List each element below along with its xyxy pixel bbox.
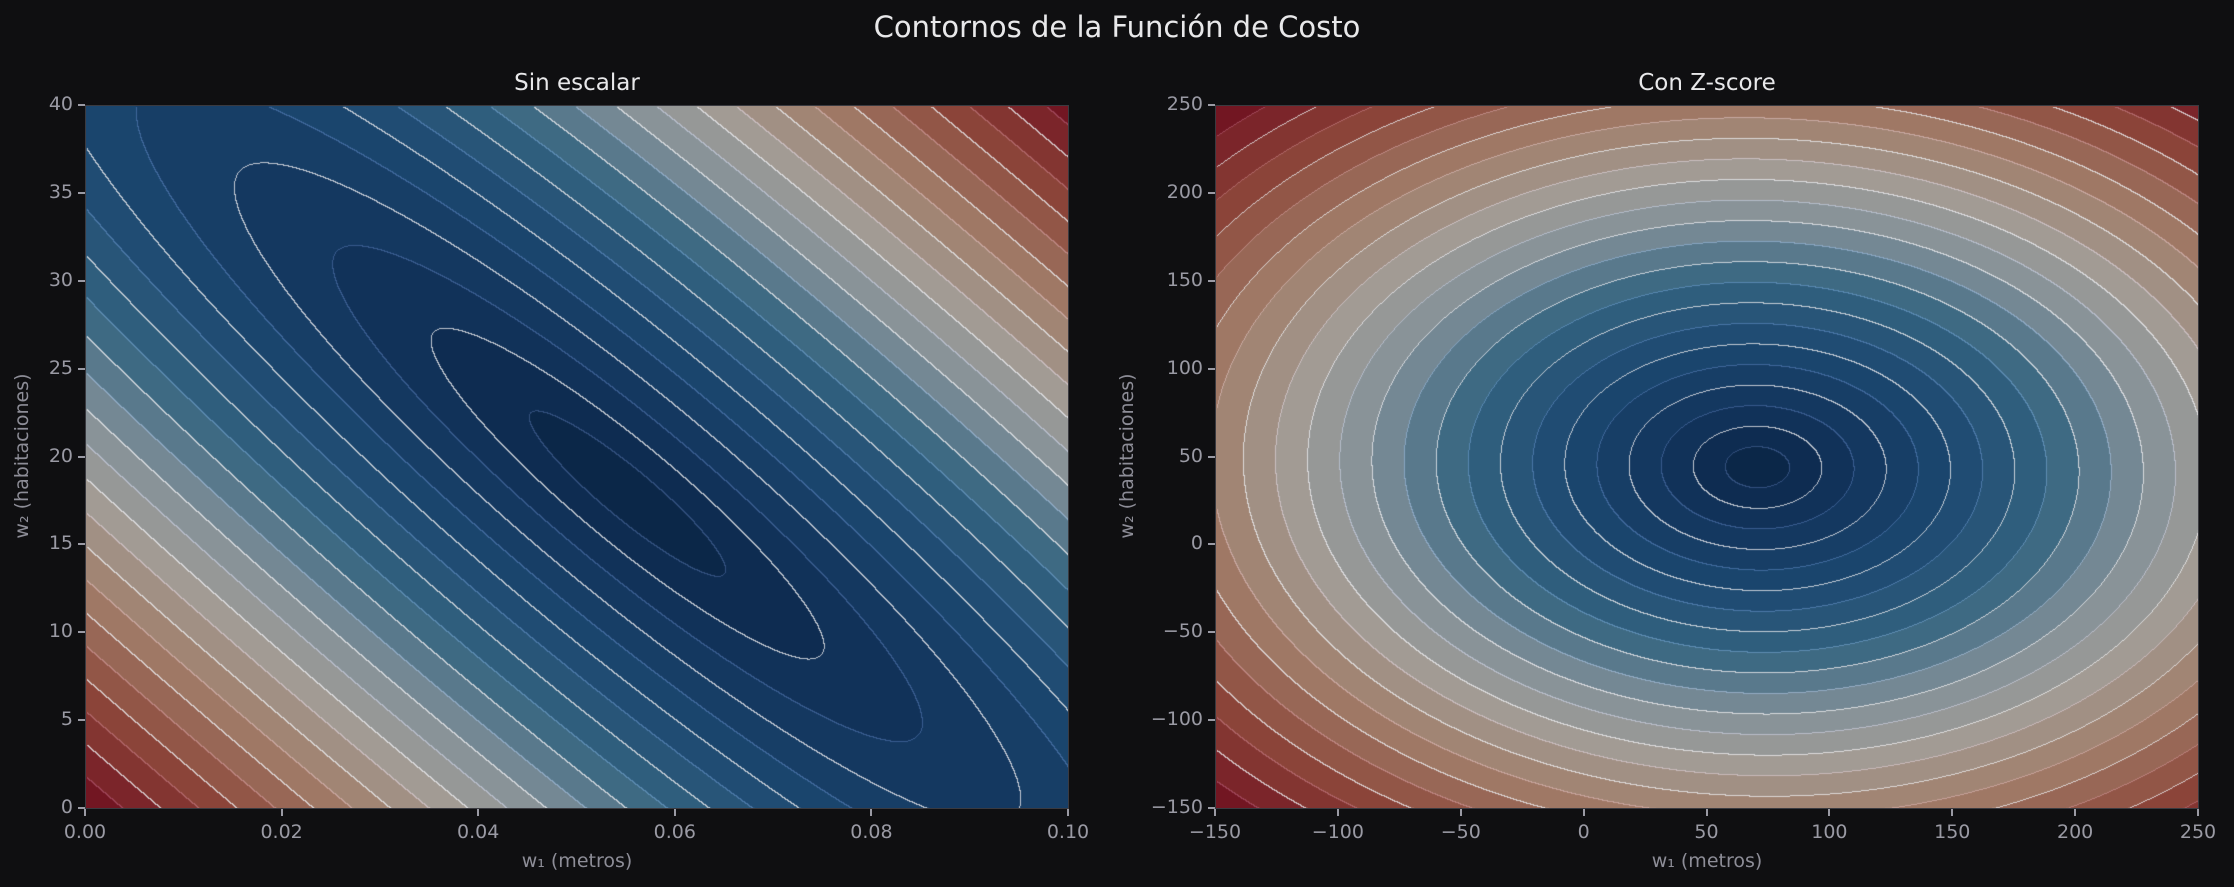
y-tick-mark xyxy=(78,279,85,282)
x-tick-label: 0.08 xyxy=(850,821,893,843)
y-axis-label: w₂ (habitaciones) xyxy=(11,373,33,539)
y-tick-mark xyxy=(1208,719,1215,722)
x-tick-label: −50 xyxy=(1440,821,1481,843)
y-tick-mark xyxy=(78,455,85,458)
y-tick-mark xyxy=(1208,631,1215,634)
y-axis-label: w₂ (habitaciones) xyxy=(1116,373,1138,539)
x-tick-mark xyxy=(673,809,676,816)
y-tick-mark xyxy=(1208,191,1215,194)
x-tick-label: −150 xyxy=(1188,821,1242,843)
x-tick-label: 150 xyxy=(1934,821,1971,843)
x-tick-mark xyxy=(280,809,283,816)
x-axis-label: w₁ (metros) xyxy=(1651,850,1763,872)
y-tick-label: 50 xyxy=(1178,444,1203,467)
x-tick-mark xyxy=(1828,809,1831,816)
y-tick-label: 100 xyxy=(1166,356,1203,379)
y-tick-mark xyxy=(1208,104,1215,106)
x-tick-mark xyxy=(1336,809,1339,816)
x-tick-label: 0.04 xyxy=(457,821,500,843)
y-tick-label: 0 xyxy=(60,796,73,818)
contour-plot-zscore xyxy=(1215,105,2199,809)
x-tick-label: 0.02 xyxy=(260,821,303,843)
contour-canvas xyxy=(86,106,1068,808)
x-tick-label: 100 xyxy=(1811,821,1848,843)
y-tick-label: −50 xyxy=(1162,620,1203,643)
figure-title: Contornos de la Función de Costo xyxy=(873,10,1361,44)
x-tick-mark xyxy=(1459,809,1462,816)
y-tick-label: 0 xyxy=(1190,532,1203,555)
y-tick-mark xyxy=(78,631,85,634)
y-tick-label: 10 xyxy=(48,620,73,643)
y-tick-label: 150 xyxy=(1166,268,1203,291)
x-axis-label: w₁ (metros) xyxy=(521,850,633,872)
y-tick-label: 15 xyxy=(48,532,73,555)
y-tick-mark xyxy=(78,191,85,194)
y-tick-mark xyxy=(1208,543,1215,546)
y-tick-label: 40 xyxy=(48,93,73,115)
x-tick-label: 0 xyxy=(1577,821,1590,843)
x-tick-label: 0.06 xyxy=(653,821,696,843)
x-tick-label: −100 xyxy=(1311,821,1364,843)
y-tick-mark xyxy=(78,104,85,106)
x-tick-label: 200 xyxy=(2056,821,2094,843)
y-tick-mark xyxy=(78,719,85,722)
x-tick-mark xyxy=(2074,809,2077,816)
y-tick-label: −150 xyxy=(1150,796,1203,818)
y-tick-mark xyxy=(1208,807,1215,809)
x-tick-label: 0.10 xyxy=(1046,821,1090,843)
x-tick-label: 0.00 xyxy=(63,821,107,843)
x-tick-mark xyxy=(870,809,873,816)
contour-canvas xyxy=(1216,106,2198,808)
y-tick-mark xyxy=(78,807,85,809)
y-tick-mark xyxy=(1208,279,1215,282)
x-tick-mark xyxy=(1214,809,1216,816)
x-tick-label: 250 xyxy=(2179,821,2217,843)
y-tick-label: 35 xyxy=(48,180,73,203)
y-tick-mark xyxy=(78,543,85,546)
x-tick-label: 50 xyxy=(1694,821,1719,843)
y-tick-label: −100 xyxy=(1150,708,1203,731)
y-tick-label: 200 xyxy=(1166,180,1203,203)
x-tick-mark xyxy=(477,809,480,816)
x-tick-mark xyxy=(1951,809,1954,816)
x-tick-mark xyxy=(2197,809,2199,816)
y-tick-mark xyxy=(78,367,85,370)
x-tick-mark xyxy=(1067,809,1069,816)
panel-title-zscore: Con Z-score xyxy=(1638,70,1776,96)
y-tick-label: 20 xyxy=(48,444,73,467)
x-tick-mark xyxy=(1705,809,1708,816)
y-tick-mark xyxy=(1208,367,1215,370)
y-tick-label: 250 xyxy=(1166,93,1203,115)
y-tick-mark xyxy=(1208,455,1215,458)
panel-title-unscaled: Sin escalar xyxy=(514,70,640,96)
contour-plot-unscaled xyxy=(85,105,1069,809)
y-tick-label: 30 xyxy=(48,268,73,291)
y-tick-label: 5 xyxy=(60,708,73,731)
x-tick-mark xyxy=(1582,809,1585,816)
y-tick-label: 25 xyxy=(48,356,73,379)
x-tick-mark xyxy=(84,809,86,816)
